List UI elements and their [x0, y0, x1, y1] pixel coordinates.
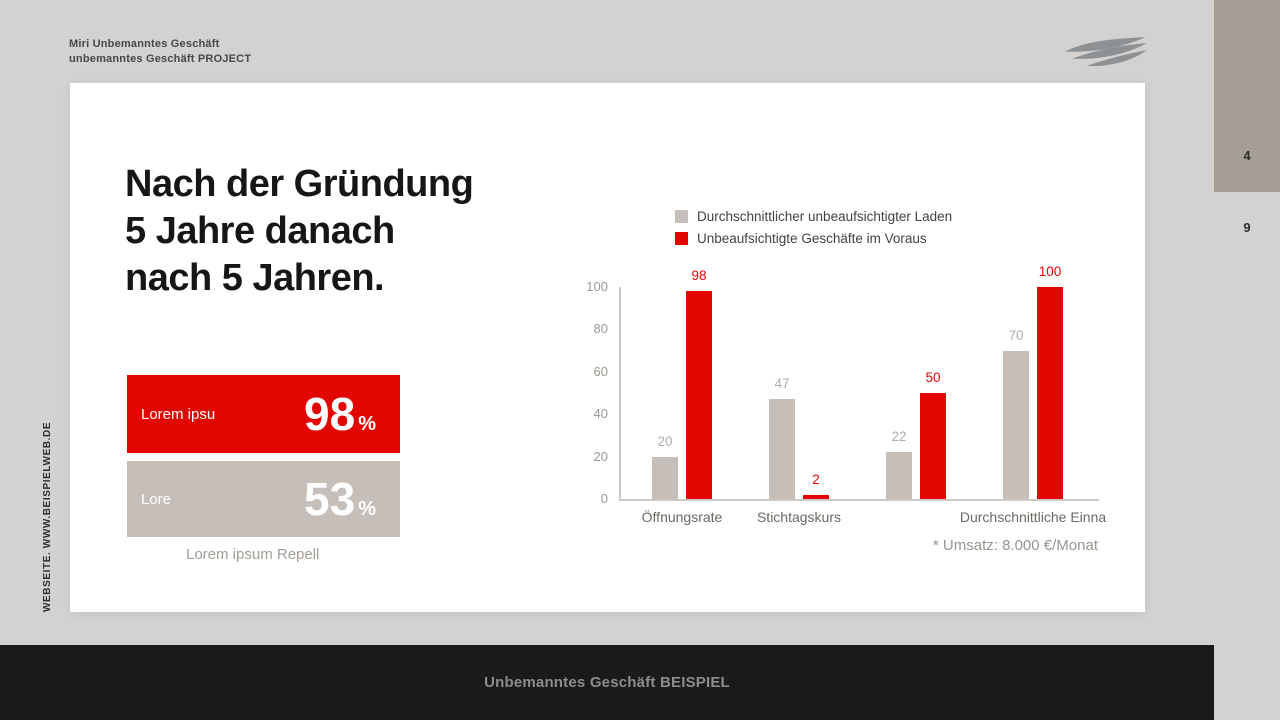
bar-value-label: 100	[1038, 264, 1062, 279]
bar-value-label: 2	[812, 471, 820, 487]
legend-label: Durchschnittlicher unbeaufsichtigter Lad…	[697, 208, 953, 224]
title-line-2: 5 Jahre danach	[125, 210, 395, 252]
stat-unit-secondary: %	[358, 498, 376, 520]
y-tick-label: 0	[600, 491, 608, 506]
y-tick-label: 100	[586, 279, 608, 294]
brand-wave-logo-icon	[1062, 34, 1148, 72]
legend-swatch	[675, 231, 688, 245]
bar-value-label: 70	[1008, 327, 1024, 343]
y-tick-label: 20	[593, 448, 608, 464]
sidebar-strip	[1214, 0, 1280, 192]
bar-series0-group3	[1003, 350, 1029, 499]
stat-value-secondary: 53%	[304, 476, 376, 522]
bar-value-label: 22	[891, 429, 907, 445]
bar-series0-group0	[652, 456, 678, 499]
footer-label: Unbemanntes Geschäft BEISPIEL	[484, 674, 730, 691]
x-axis-label: Öffnungsrate	[641, 509, 723, 525]
chart-footnote: * Umsatz: 8.000 €/Monat	[932, 537, 1098, 554]
y-tick-label: 40	[593, 406, 608, 422]
stat-number-secondary: 53	[304, 473, 356, 525]
sidebar-number-bottom: 9	[1243, 220, 1251, 235]
bar-series0-group1	[769, 399, 795, 499]
title-line-3: nach 5 Jahren.	[125, 257, 385, 299]
header: Miri Unbemanntes Geschäft unbemanntes Ge…	[69, 37, 251, 67]
stat-unit-primary: %	[358, 413, 376, 435]
title-line-1: Nach der Gründung	[125, 163, 474, 205]
x-axis-label: Stichtagskurs	[756, 509, 842, 525]
bar-chart: 0 20 40 60 80 100 20 98 Öffnungsrate 47 2 Stichtags…	[560, 264, 1145, 539]
bar-series0-group2	[886, 452, 912, 499]
footer-bar: Unbemanntes Geschäft BEISPIEL	[0, 645, 1214, 720]
bar-value-label: 47	[774, 376, 790, 392]
bar-series1-group3	[1037, 287, 1063, 499]
chart-legend: Durchschnittlicher unbeaufsichtigter Lad…	[675, 205, 952, 249]
y-tick-label: 80	[593, 321, 608, 337]
bar-value-label: 98	[691, 268, 707, 284]
header-line-1: Miri Unbemanntes Geschäft	[69, 38, 220, 50]
stat-box-secondary: Lore 53%	[127, 461, 400, 537]
header-line-2: unbemanntes Geschäft PROJECT	[69, 53, 252, 65]
slide-card: Nach der Gründung 5 Jahre danach nach 5 …	[70, 83, 1145, 612]
legend-swatch	[675, 209, 688, 223]
y-tick-label: 60	[593, 363, 608, 379]
slide-title: Nach der Gründung 5 Jahre danach nach 5 …	[125, 161, 474, 302]
stat-number-primary: 98	[304, 388, 356, 440]
legend-item: Unbeaufsichtigte Geschäfte im Voraus	[675, 227, 952, 249]
stat-value-primary: 98%	[304, 391, 376, 437]
website-vertical-label: WEBSEITE. WWW.BEISPIELWEB.DE	[42, 421, 53, 612]
stat-label-secondary: Lore	[141, 490, 172, 508]
bar-series1-group2	[920, 393, 946, 499]
x-axis-line	[619, 499, 1099, 501]
stat-caption: Lorem ipsum Repell	[186, 546, 320, 563]
sidebar-number-top: 4	[1243, 148, 1251, 163]
bar-series1-group1	[803, 494, 829, 499]
bar-value-label: 20	[657, 433, 673, 449]
stat-label-primary: Lorem ipsu	[141, 405, 216, 423]
y-axis-line	[619, 287, 621, 501]
x-axis-label: Durchschnittliche Einna	[959, 509, 1107, 525]
bar-series1-group0	[686, 291, 712, 499]
stat-box-primary: Lorem ipsu 98%	[127, 375, 400, 453]
bar-value-label: 50	[925, 370, 941, 385]
legend-item: Durchschnittlicher unbeaufsichtigter Lad…	[675, 205, 952, 227]
legend-label: Unbeaufsichtigte Geschäfte im Voraus	[697, 230, 927, 246]
